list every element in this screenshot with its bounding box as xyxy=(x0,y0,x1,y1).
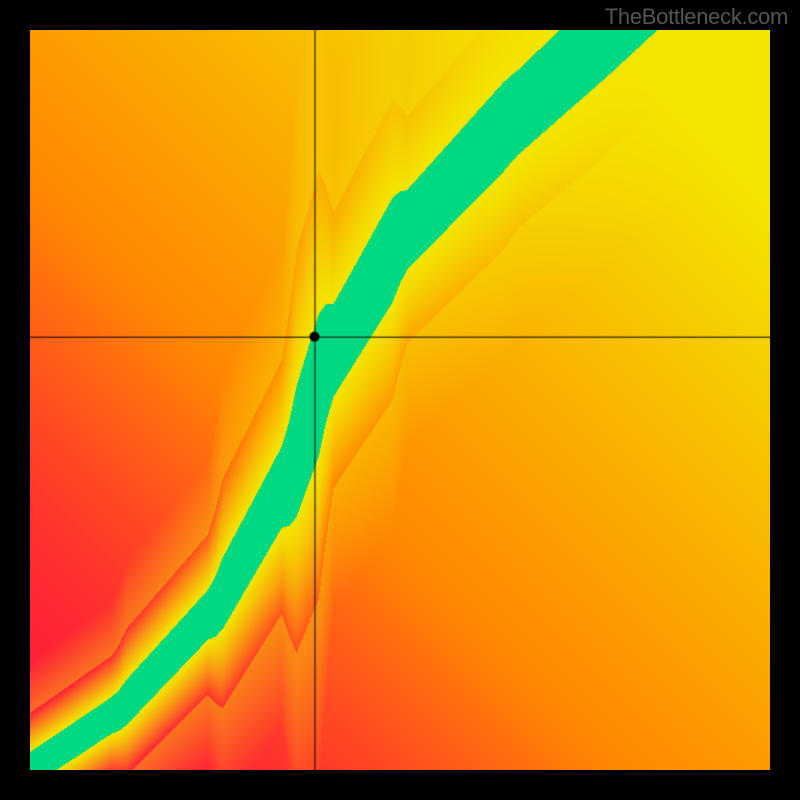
attribution-text: TheBottleneck.com xyxy=(605,4,788,30)
bottleneck-heatmap xyxy=(30,30,770,770)
chart-container: TheBottleneck.com xyxy=(0,0,800,800)
